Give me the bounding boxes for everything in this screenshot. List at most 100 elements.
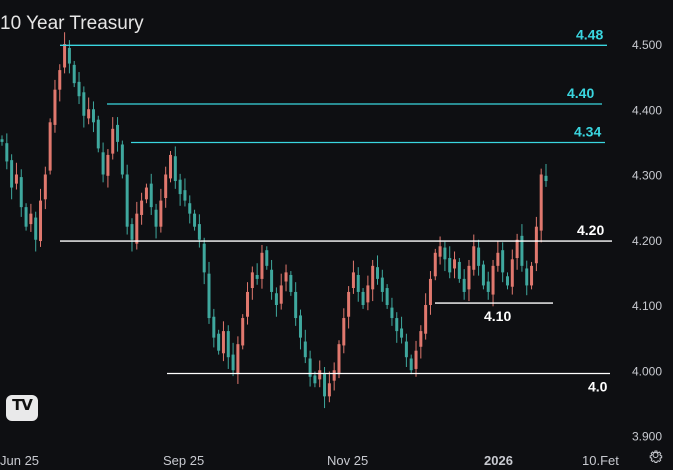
candle-body [505,276,509,286]
candle-body [544,175,548,182]
candle [496,241,500,272]
candle [313,371,317,388]
candle-body [82,92,86,116]
candle [188,195,192,224]
candle [29,203,33,232]
candle [149,173,153,215]
candle-body [274,293,278,305]
y-tick-label: 4.000 [632,364,662,378]
candle [481,260,485,290]
candle [82,86,86,128]
candle [34,211,38,252]
candle [101,142,105,183]
candle-body [428,278,432,305]
candle [265,246,269,270]
candle-body [236,344,240,375]
candle [395,312,399,343]
candle-body [457,261,461,279]
candle [539,168,543,243]
candle [501,242,505,283]
candle [337,340,341,379]
candle-body [246,291,250,317]
candle-body [481,264,485,286]
candle-body [58,70,62,90]
candle [404,333,408,367]
candle [419,325,423,359]
candle [448,246,452,279]
y-tick-label: 4.100 [632,299,662,313]
candle [164,166,168,208]
candle [72,60,76,88]
candle-body [404,341,408,358]
candle-body [366,285,370,303]
candle-body [168,154,172,179]
candle-body [14,174,18,184]
candle-body [140,200,144,215]
price-level-label: 4.34 [574,124,601,140]
candle-body [188,203,192,214]
candle [327,371,331,403]
candle-body [395,318,399,332]
candle [116,117,120,152]
candle-body [510,259,514,287]
candle [24,203,28,231]
candle-body [472,246,476,270]
candle [144,183,148,204]
candle-body [202,243,206,273]
candle-body [212,316,216,338]
candle-body [419,331,423,347]
candle-body [496,252,500,266]
candle [356,267,360,302]
x-tick-label: Sep 25 [163,453,204,468]
candle-body [91,109,95,123]
candle-body [197,224,201,240]
candle [284,264,288,292]
candle [270,259,274,300]
candle [298,309,302,350]
candle [140,192,144,225]
candle [486,271,490,300]
candle [10,154,14,200]
candle [400,316,404,344]
candle-body [231,354,235,371]
candle-body [515,239,519,259]
x-axis[interactable]: Jun 25 Sep 25 Nov 25 2026 10.Fet [0,453,619,468]
candle [241,314,245,350]
candle [342,308,346,354]
tradingview-logo-icon[interactable]: TV [6,395,38,421]
candle [14,162,18,190]
candle [289,271,293,296]
price-level-label: 4.0 [588,379,608,395]
candle-body [5,143,9,162]
candle-body [144,187,148,200]
candle-body [120,144,124,175]
candle-body [371,265,375,290]
candle [510,249,514,295]
candle-body [193,213,197,227]
candle-body [221,331,225,354]
candle [91,101,95,133]
candle [428,271,432,315]
candle-body [63,44,67,68]
gear-icon[interactable] [647,448,665,466]
candle [106,149,110,188]
candle-body [217,333,221,351]
candle-body [159,200,163,227]
candle [520,224,524,272]
candle [168,151,172,183]
candle [77,72,81,105]
candle-body [0,139,4,142]
candle-body [260,252,264,279]
candle [347,286,351,329]
candle-body [361,291,365,305]
y-tick-label: 4.300 [632,169,662,183]
candle [53,79,57,133]
candle-body [34,217,38,240]
candle-body [241,318,245,346]
candle-body [173,156,177,182]
y-axis[interactable]: 4.500 4.400 4.300 4.200 4.100 4.000 3.900 [632,38,662,444]
candle-body [385,288,389,305]
candle-body [400,328,404,338]
candle-body [342,318,346,346]
